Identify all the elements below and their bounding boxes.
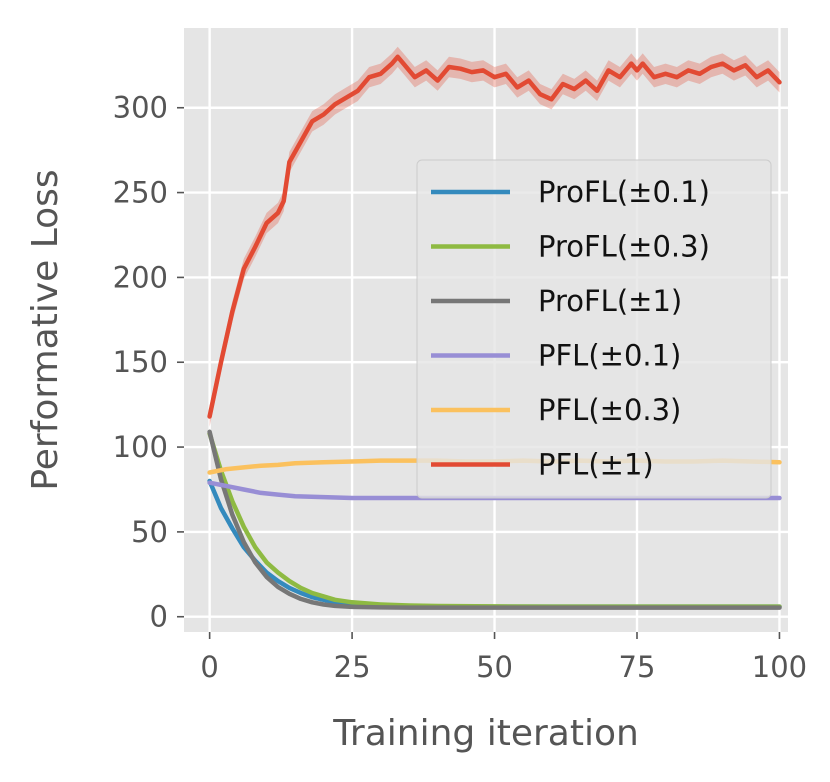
legend-label-pfl-1: PFL(±1) <box>538 448 654 482</box>
x-tick-label: 25 <box>334 650 371 684</box>
y-tick-label: 300 <box>113 91 168 125</box>
series-profl-1-line <box>207 429 782 610</box>
series-pfl-1-line <box>207 54 782 419</box>
y-tick-label: 150 <box>113 345 168 379</box>
x-tick-label: 0 <box>200 650 218 684</box>
x-tick-label: 75 <box>619 650 656 684</box>
x-axis-ticks: 0 25 50 75 100 <box>200 632 807 684</box>
y-tick-label: 200 <box>113 260 168 294</box>
y-axis-label: Performative Loss <box>25 169 66 490</box>
x-tick-label: 100 <box>752 650 807 684</box>
y-tick-label: 0 <box>150 600 168 634</box>
y-axis-ticks: 0 50 100 150 200 250 300 <box>113 91 184 634</box>
legend-label-profl-0-1: ProFL(±0.1) <box>538 175 710 209</box>
legend: ProFL(±0.1) ProFL(±0.3) ProFL(±1) PFL(±0.1)… <box>416 159 772 499</box>
legend-label-pfl-0-1: PFL(±0.1) <box>538 339 681 373</box>
legend-label-pfl-0-3: PFL(±0.3) <box>538 393 681 427</box>
x-tick-label: 50 <box>476 650 513 684</box>
legend-label-profl-1: ProFL(±1) <box>538 284 682 318</box>
y-tick-label: 50 <box>131 515 168 549</box>
y-tick-label: 100 <box>113 430 168 464</box>
legend-label-profl-0-3: ProFL(±0.3) <box>538 230 710 264</box>
y-tick-label: 250 <box>113 176 168 210</box>
x-axis-label: Training iteration <box>332 713 639 754</box>
